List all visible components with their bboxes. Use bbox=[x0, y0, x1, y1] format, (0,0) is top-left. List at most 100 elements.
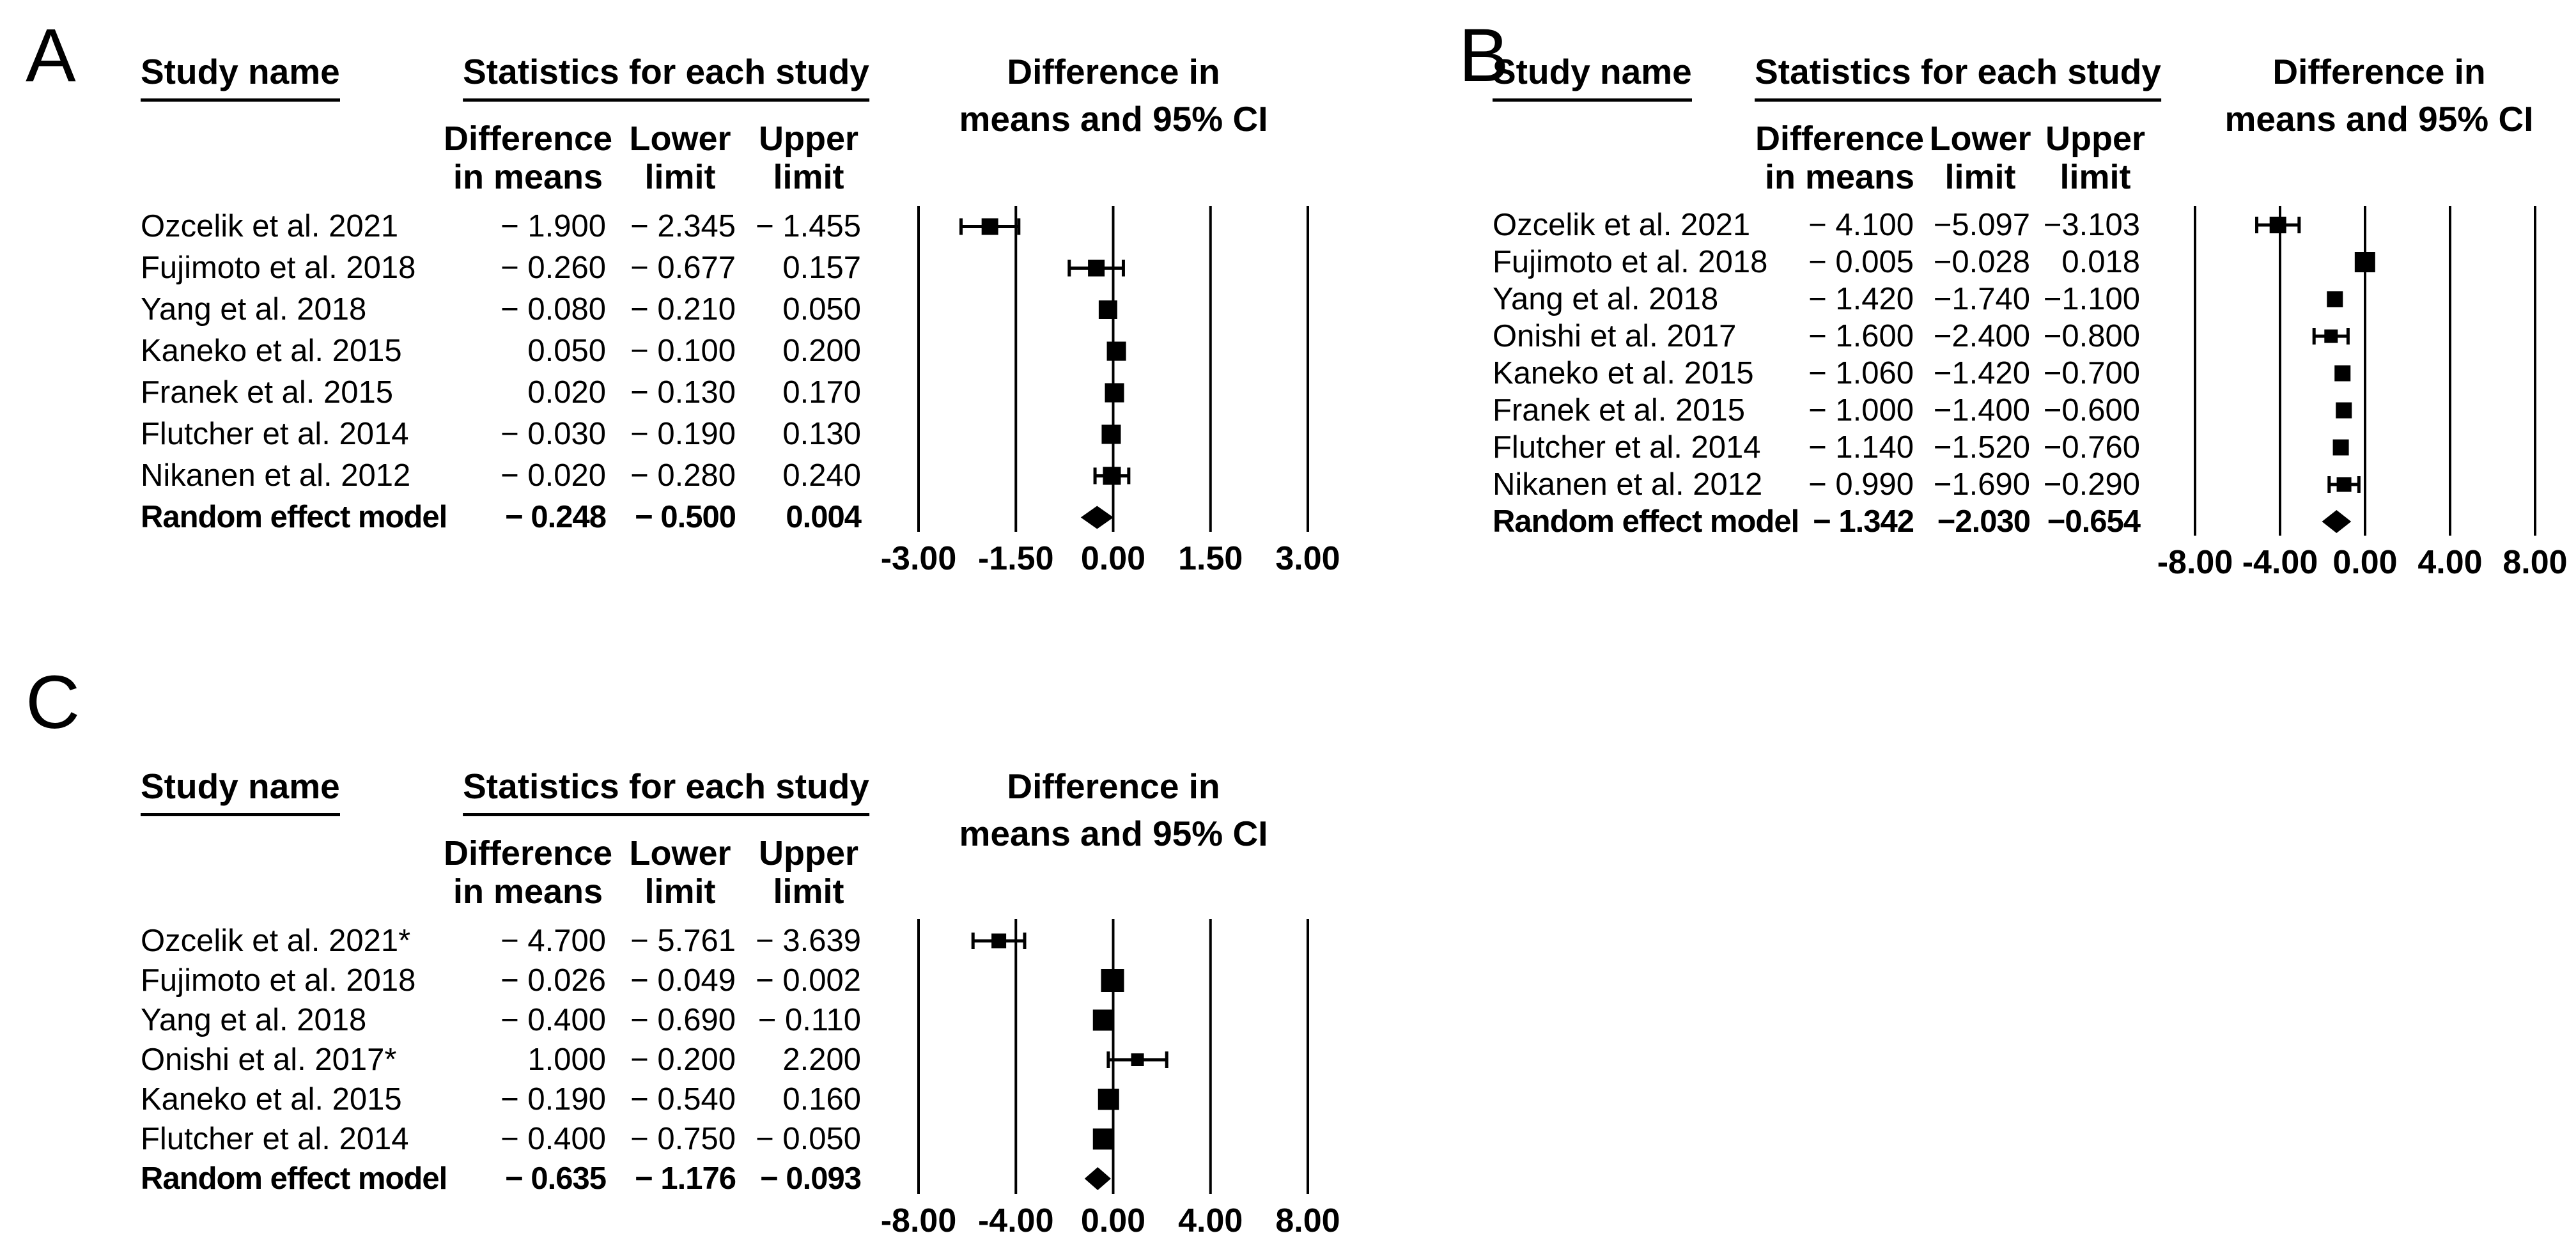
diff-in-means-cell: − 0.026 bbox=[500, 963, 606, 998]
x-axis-label: 8.00 bbox=[2502, 544, 2568, 581]
lower-limit-cell: − 0.500 bbox=[635, 500, 736, 534]
lower-limit-cell: − 2.345 bbox=[630, 209, 736, 244]
plot-title-line2: means and 95% CI bbox=[2224, 99, 2534, 139]
panel-letter-c: C bbox=[26, 660, 81, 745]
effect-box bbox=[1092, 1009, 1114, 1031]
effect-box bbox=[1098, 300, 1117, 319]
upper-limit-cell: 2.200 bbox=[782, 1042, 861, 1077]
column-header-lower-limit: limit bbox=[644, 158, 716, 196]
upper-limit-cell: − 3.639 bbox=[756, 924, 861, 958]
plot-title-line2: means and 95% CI bbox=[959, 814, 1268, 853]
upper-limit-cell: 0.004 bbox=[786, 500, 862, 534]
diff-in-means-cell: 1.000 bbox=[527, 1042, 606, 1077]
effect-box bbox=[1105, 383, 1124, 403]
lower-limit-cell: −1.420 bbox=[1933, 356, 2030, 391]
effect-box bbox=[1092, 1128, 1114, 1150]
study-name-cell: Yang et al. 2018 bbox=[141, 1003, 367, 1037]
study-name-cell: Franek et al. 2015 bbox=[1493, 393, 1745, 428]
x-axis-label: 0.00 bbox=[1080, 540, 1146, 577]
diff-in-means-cell: − 0.400 bbox=[500, 1003, 606, 1037]
diff-in-means-cell: 0.020 bbox=[527, 375, 606, 410]
effect-box bbox=[2324, 329, 2338, 343]
study-name-cell: Kaneko et al. 2015 bbox=[1493, 356, 1754, 391]
stats-header: Statistics for each study bbox=[463, 51, 869, 102]
x-axis-label: -3.00 bbox=[880, 540, 957, 577]
lower-limit-cell: −1.690 bbox=[1933, 467, 2030, 502]
effect-box bbox=[1131, 1053, 1144, 1066]
lower-limit-cell: − 5.761 bbox=[630, 924, 736, 958]
study-name-cell: Onishi et al. 2017* bbox=[141, 1042, 397, 1077]
study-name-cell: Fujimoto et al. 2018 bbox=[141, 963, 416, 998]
study-name-cell: Ozcelik et al. 2021 bbox=[1493, 208, 1751, 242]
diff-in-means-cell: − 1.342 bbox=[1813, 504, 1914, 539]
summary-diamond bbox=[2322, 510, 2352, 533]
study-name-header: Study name bbox=[141, 51, 340, 102]
lower-limit-cell: −5.097 bbox=[1933, 208, 2030, 242]
summary-diamond bbox=[1084, 1167, 1111, 1190]
diff-in-means-cell: − 1.420 bbox=[1808, 282, 1914, 316]
lower-limit-cell: − 0.049 bbox=[630, 963, 736, 998]
effect-box bbox=[1088, 260, 1105, 277]
diff-in-means-cell: − 0.248 bbox=[505, 500, 607, 534]
plot-title-line1: Difference in bbox=[2272, 52, 2486, 91]
upper-limit-cell: 0.240 bbox=[782, 458, 861, 493]
effect-box bbox=[2327, 291, 2343, 307]
column-header-difference: Difference bbox=[443, 834, 613, 872]
x-axis-label: -8.00 bbox=[880, 1202, 957, 1239]
column-header-upper: Upper bbox=[758, 834, 859, 872]
upper-limit-cell: 0.200 bbox=[782, 334, 861, 368]
lower-limit-cell: − 0.690 bbox=[630, 1003, 736, 1037]
effect-box bbox=[1101, 424, 1121, 444]
plot-title-line1: Difference in bbox=[1007, 52, 1220, 91]
study-name-cell: Fujimoto et al. 2018 bbox=[141, 251, 416, 285]
study-name-cell: Flutcher et al. 2014 bbox=[1493, 430, 1761, 465]
upper-limit-cell: 0.130 bbox=[782, 417, 861, 451]
panel-letter-b: B bbox=[1459, 13, 1509, 98]
diff-in-means-cell: 0.050 bbox=[527, 334, 606, 368]
plot-title-line2: means and 95% CI bbox=[959, 99, 1268, 139]
x-axis-label: 0.00 bbox=[2332, 544, 2398, 581]
lower-limit-cell: − 0.200 bbox=[630, 1042, 736, 1077]
diff-in-means-cell: − 1.600 bbox=[1808, 319, 1914, 353]
effect-box bbox=[1103, 467, 1121, 485]
lower-limit-cell: − 0.280 bbox=[630, 458, 736, 493]
diff-in-means-cell: − 0.080 bbox=[500, 292, 606, 327]
diff-in-means-cell: − 0.990 bbox=[1808, 467, 1914, 502]
study-name-cell: Flutcher et al. 2014 bbox=[141, 417, 409, 451]
diff-in-means-cell: − 4.100 bbox=[1808, 208, 1914, 242]
diff-in-means-cell: − 1.060 bbox=[1808, 356, 1914, 391]
study-name-cell: Yang et al. 2018 bbox=[141, 292, 367, 327]
diff-in-means-cell: − 0.020 bbox=[500, 458, 606, 493]
effect-box bbox=[2336, 477, 2352, 492]
diff-in-means-cell: − 1.900 bbox=[500, 209, 606, 244]
study-name-header: Study name bbox=[1493, 51, 1692, 102]
diff-in-means-cell: − 0.030 bbox=[500, 417, 606, 451]
study-name-cell: Ozcelik et al. 2021 bbox=[141, 209, 399, 244]
upper-limit-cell: − 1.455 bbox=[756, 209, 861, 244]
study-name-cell: Yang et al. 2018 bbox=[1493, 282, 1719, 316]
x-axis-label: 8.00 bbox=[1275, 1202, 1340, 1239]
effect-box bbox=[991, 933, 1007, 949]
upper-limit-cell: 0.050 bbox=[782, 292, 861, 327]
study-name-cell: Onishi et al. 2017 bbox=[1493, 319, 1737, 353]
plot-title-line1: Difference in bbox=[1007, 766, 1220, 806]
effect-box bbox=[2269, 217, 2286, 233]
upper-limit-cell: −1.100 bbox=[2043, 282, 2140, 316]
study-name-cell: Kaneko et al. 2015 bbox=[141, 1082, 402, 1117]
column-header-upper: Upper bbox=[758, 120, 859, 158]
effect-box bbox=[2336, 402, 2352, 419]
x-axis-label: -8.00 bbox=[2157, 544, 2233, 581]
study-name-cell: Flutcher et al. 2014 bbox=[141, 1122, 409, 1156]
study-name-cell: Random effect model bbox=[141, 1161, 447, 1196]
column-header-lower-limit: limit bbox=[1944, 158, 2016, 196]
column-header-lower-limit: limit bbox=[644, 872, 716, 911]
column-header-in-means: in means bbox=[453, 872, 603, 911]
lower-limit-cell: −2.400 bbox=[1933, 319, 2030, 353]
x-axis-label: 4.00 bbox=[2417, 544, 2483, 581]
effect-box bbox=[2354, 252, 2375, 272]
diff-in-means-cell: − 0.635 bbox=[505, 1161, 607, 1196]
column-header-upper: Upper bbox=[2045, 120, 2146, 158]
lower-limit-cell: − 0.190 bbox=[630, 417, 736, 451]
study-name-cell: Fujimoto et al. 2018 bbox=[1493, 245, 1768, 279]
upper-limit-cell: − 0.050 bbox=[756, 1122, 861, 1156]
